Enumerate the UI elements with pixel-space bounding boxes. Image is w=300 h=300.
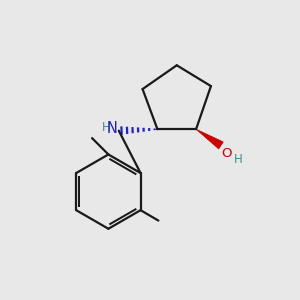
Text: H: H — [102, 121, 110, 134]
Polygon shape — [196, 129, 223, 149]
Text: H: H — [233, 153, 242, 166]
Text: O: O — [222, 147, 232, 160]
Text: N: N — [106, 121, 117, 136]
